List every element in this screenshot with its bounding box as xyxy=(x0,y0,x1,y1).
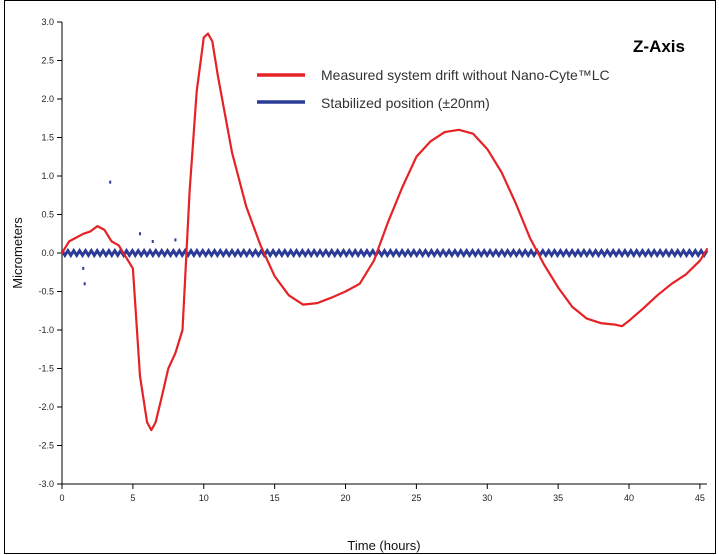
y-axis-title: Micrometers xyxy=(10,217,25,289)
stabilized-outlier-point xyxy=(109,180,112,184)
x-tick-label: 10 xyxy=(199,493,209,503)
y-tick-label: -1.0 xyxy=(38,325,54,335)
stabilized-outlier-point xyxy=(174,238,177,242)
x-tick-label: 15 xyxy=(270,493,280,503)
legend-label-drift: Measured system drift without Nano-Cyte™… xyxy=(321,67,610,83)
x-tick-label: 0 xyxy=(59,493,64,503)
x-tick-label: 20 xyxy=(341,493,351,503)
chart-frame xyxy=(4,0,716,554)
series-layer xyxy=(60,32,709,432)
y-tick-label: 0.0 xyxy=(41,248,54,258)
series-stabilized-line xyxy=(60,247,709,259)
legend-label-stabilized: Stabilized position (±20nm) xyxy=(321,95,490,111)
x-axis-title: Time (hours) xyxy=(347,538,420,553)
y-ticks: 3.0 2.5 2.0 1.5 1.0 0.5 0.0 -0.5 -1.0 -1.5 -2.0 -2.… xyxy=(38,17,62,489)
stabilized-outlier-point xyxy=(82,266,85,270)
y-tick-label: 0.5 xyxy=(41,210,54,220)
x-tick-label: 40 xyxy=(624,493,634,503)
y-tick-label: 2.0 xyxy=(41,94,54,104)
chart-title: Z-Axis xyxy=(633,37,685,56)
x-tick-label: 35 xyxy=(553,493,563,503)
stabilized-outlier-point xyxy=(83,282,86,286)
y-tick-label: -0.5 xyxy=(38,287,54,297)
series-drift-line xyxy=(60,32,709,432)
y-tick-label: -2.0 xyxy=(38,402,54,412)
y-tick-label: 2.5 xyxy=(41,56,54,66)
stabilized-outlier-point xyxy=(151,239,154,243)
y-tick-label: 1.0 xyxy=(41,171,54,181)
legend: Measured system drift without Nano-Cyte™… xyxy=(257,67,610,111)
x-tick-label: 30 xyxy=(482,493,492,503)
x-tick-label: 5 xyxy=(130,493,135,503)
y-tick-label: 1.5 xyxy=(41,133,54,143)
y-tick-label: -3.0 xyxy=(38,479,54,489)
y-tick-label: -1.5 xyxy=(38,364,54,374)
stabilized-outlier-point xyxy=(138,232,141,236)
y-tick-label: 3.0 xyxy=(41,17,54,27)
x-tick-label: 45 xyxy=(695,493,705,503)
x-tick-label: 25 xyxy=(411,493,421,503)
y-tick-label: -2.5 xyxy=(38,441,54,451)
x-ticks: 0 5 10 15 20 25 30 35 40 45 xyxy=(59,484,705,503)
